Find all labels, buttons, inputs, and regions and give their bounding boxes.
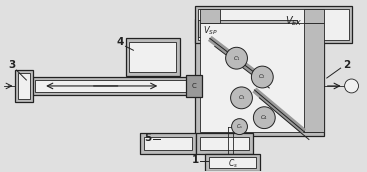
Bar	[304, 9, 324, 23]
Bar	[205, 154, 260, 171]
Bar	[35, 80, 190, 92]
Circle shape	[226, 47, 247, 69]
Bar	[198, 20, 297, 37]
Text: $C_4$: $C_4$	[260, 113, 268, 122]
Text: 2: 2	[343, 60, 350, 70]
Text: $C_s$: $C_s$	[236, 122, 243, 131]
Bar	[15, 70, 33, 102]
Circle shape	[253, 107, 275, 129]
Text: 5: 5	[145, 132, 152, 143]
Text: 3: 3	[8, 60, 15, 70]
Circle shape	[232, 119, 247, 135]
Bar	[195, 19, 324, 136]
Text: $V_{EX}$: $V_{EX}$	[285, 15, 303, 28]
Bar	[140, 133, 196, 154]
Bar	[18, 73, 30, 99]
Bar	[195, 6, 352, 43]
Bar	[130, 42, 176, 72]
Bar	[198, 9, 349, 40]
Bar	[186, 75, 202, 97]
Bar	[126, 38, 180, 76]
Bar	[200, 9, 220, 23]
Bar	[144, 137, 192, 150]
Circle shape	[251, 66, 273, 88]
Bar	[196, 133, 253, 154]
Text: $C_1$: $C_1$	[233, 54, 240, 63]
Text: $V_{SP}$: $V_{SP}$	[203, 24, 218, 37]
Text: 1: 1	[192, 155, 200, 165]
Circle shape	[230, 87, 252, 109]
Text: $C_s$: $C_s$	[228, 157, 237, 170]
Text: 4: 4	[117, 37, 124, 47]
Text: $C_2$: $C_2$	[258, 73, 266, 82]
Bar	[200, 23, 319, 132]
Bar	[31, 77, 198, 95]
Bar	[209, 157, 257, 168]
Circle shape	[345, 79, 359, 93]
Text: $C_3$: $C_3$	[237, 93, 246, 102]
Text: C: C	[192, 83, 196, 89]
Bar	[200, 137, 250, 150]
Bar	[304, 23, 324, 132]
